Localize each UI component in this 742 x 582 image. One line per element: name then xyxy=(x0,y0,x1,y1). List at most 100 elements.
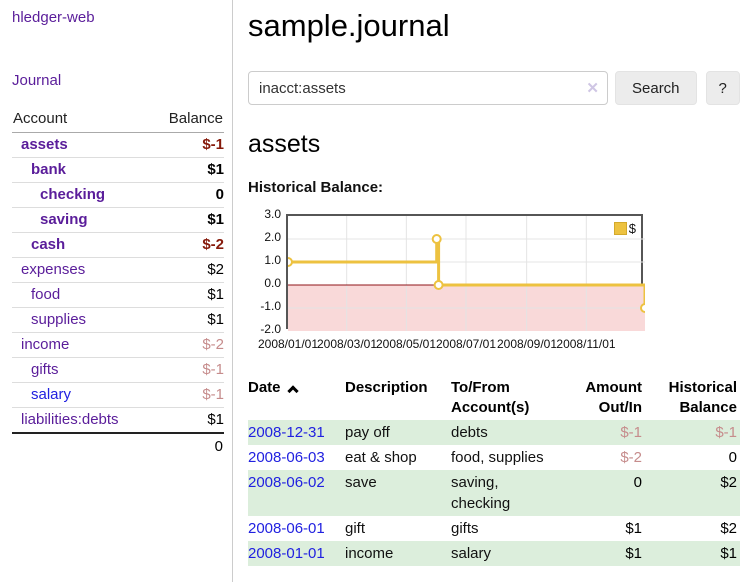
transaction-date-link[interactable]: 2008-06-02 xyxy=(248,474,325,491)
account-link[interactable]: gifts xyxy=(31,361,59,378)
search-box: ✕ xyxy=(248,71,608,105)
transaction-description: gift xyxy=(345,520,366,537)
register-row: 2008-06-01 gift gifts $1 $2 xyxy=(248,516,740,541)
transaction-balance: 0 xyxy=(728,449,737,466)
transaction-balance: $2 xyxy=(720,474,737,491)
account-balance: $1 xyxy=(150,307,224,333)
y-tick-label: -2.0 xyxy=(260,322,281,336)
y-tick-label: 2.0 xyxy=(264,230,281,244)
account-row: gifts $-1 xyxy=(12,357,224,383)
register-header-amount: Amount Out/In xyxy=(585,379,642,416)
register-tbody: 2008-12-31 pay off debts $-1 $-1 2008-06-03 ea… xyxy=(248,420,740,566)
chart-legend: $ xyxy=(613,221,636,236)
account-link[interactable]: saving xyxy=(40,211,88,228)
chart-plot-area: $ xyxy=(286,214,645,331)
clear-search-icon[interactable]: ✕ xyxy=(586,80,599,97)
register-header-description: Description xyxy=(345,379,428,396)
account-link[interactable]: expenses xyxy=(21,261,86,278)
help-button[interactable]: ? xyxy=(705,71,740,105)
account-row: expenses $2 xyxy=(12,257,224,283)
account-row: food $1 xyxy=(12,282,224,308)
register-header-accounts: To/From Account(s) xyxy=(451,379,530,416)
x-tick-label: 2008/03/01 xyxy=(316,337,378,351)
x-tick-label: 2008/07/01 xyxy=(435,337,497,351)
search-button[interactable]: Search xyxy=(615,71,697,105)
account-balance: $1 xyxy=(150,207,224,233)
sort-ascending-icon xyxy=(286,385,299,397)
account-link[interactable]: supplies xyxy=(31,311,87,328)
accounts-header-account: Account xyxy=(12,106,151,133)
transaction-amount: $-1 xyxy=(620,424,642,441)
account-link[interactable]: income xyxy=(21,336,70,353)
transaction-amount: $-2 xyxy=(620,449,642,466)
account-row: checking 0 xyxy=(12,182,224,208)
transaction-accounts: food, supplies xyxy=(451,449,544,466)
account-balance: $-1 xyxy=(202,136,224,153)
account-row: liabilities:debts $1 xyxy=(12,407,224,433)
transaction-date-link[interactable]: 2008-06-03 xyxy=(248,449,325,466)
legend-label: $ xyxy=(628,221,636,236)
account-balance: $2 xyxy=(150,257,224,283)
account-balance: $1 xyxy=(150,407,224,433)
app-brand-link[interactable]: hledger-web xyxy=(12,9,95,26)
account-link[interactable]: food xyxy=(31,286,61,303)
y-tick-label: 0.0 xyxy=(264,276,281,290)
register-row: 2008-06-03 eat & shop food, supplies $-2 0 xyxy=(248,445,740,470)
register-row: 2008-06-02 save saving, checking 0 $2 xyxy=(248,470,740,516)
transaction-date-link[interactable]: 2008-12-31 xyxy=(248,424,325,441)
account-row: income $-2 xyxy=(12,332,224,358)
account-row: assets $-1 xyxy=(12,133,224,158)
transaction-accounts: gifts xyxy=(451,520,479,537)
account-link[interactable]: checking xyxy=(40,186,106,203)
transaction-date-link[interactable]: 2008-01-01 xyxy=(248,545,325,562)
accounts-total-row: 0 xyxy=(12,432,224,459)
transaction-balance: $1 xyxy=(720,545,737,562)
transaction-description: pay off xyxy=(345,424,390,441)
transaction-accounts: salary xyxy=(451,545,492,562)
accounts-table: Account Balance assets $-1 bank $1 checking 0… xyxy=(12,106,224,459)
account-balance: $1 xyxy=(150,157,224,183)
transaction-date-link[interactable]: 2008-06-01 xyxy=(248,520,325,537)
search-input[interactable] xyxy=(248,71,608,105)
account-balance: $-2 xyxy=(150,232,224,258)
account-link[interactable]: assets xyxy=(21,136,68,153)
transaction-accounts: saving, checking xyxy=(451,474,511,512)
main-content: sample.journal ✕ Search ? assets Histori… xyxy=(233,0,742,582)
transaction-description: income xyxy=(345,545,394,562)
transaction-balance: $2 xyxy=(720,520,737,537)
balance-chart-svg xyxy=(288,216,645,331)
accounts-header-balance: Balance xyxy=(150,106,224,133)
account-row: saving $1 xyxy=(12,207,224,233)
transaction-amount: $1 xyxy=(625,545,642,562)
account-row: bank $1 xyxy=(12,157,224,183)
account-balance: $-2 xyxy=(150,332,224,358)
sidebar-item-journal[interactable]: Journal xyxy=(12,72,62,89)
y-tick-label: 3.0 xyxy=(264,207,281,221)
account-link[interactable]: liabilities:debts xyxy=(21,411,119,428)
balance-chart: $ 3.0 2.0 1.0 0.0 -1.0 -2.0 2008/01/01 2008/03/… xyxy=(248,207,740,357)
register-header-date[interactable]: Date xyxy=(248,377,345,420)
y-tick-label: 1.0 xyxy=(264,253,281,267)
account-link[interactable]: salary xyxy=(31,386,72,403)
account-row: supplies $1 xyxy=(12,307,224,333)
register-row: 2008-01-01 income salary $1 $1 xyxy=(248,541,740,566)
x-tick-label: 2008/05/01 xyxy=(375,337,437,351)
transaction-accounts: debts xyxy=(451,424,488,441)
account-balance: $-1 xyxy=(150,357,224,383)
chart-title: Historical Balance: xyxy=(248,179,384,196)
x-tick-label: 2008/09/01 xyxy=(496,337,558,351)
account-heading: assets xyxy=(248,130,321,158)
account-link[interactable]: cash xyxy=(31,236,66,253)
x-tick-label: 2008/11/01 xyxy=(556,337,616,351)
account-link[interactable]: bank xyxy=(31,161,67,178)
register-header-balance: Historical Balance xyxy=(668,379,737,416)
transaction-description: eat & shop xyxy=(345,449,417,466)
register-table: Date Description To/From Account(s) Amoun… xyxy=(248,377,740,566)
transaction-description: save xyxy=(345,474,377,491)
sidebar: hledger-web Journal Account Balance asse… xyxy=(0,0,233,582)
page-title: sample.journal xyxy=(248,8,450,43)
register-row: 2008-12-31 pay off debts $-1 $-1 xyxy=(248,420,740,445)
account-row: cash $-2 xyxy=(12,232,224,258)
accounts-total-balance: 0 xyxy=(150,432,224,459)
